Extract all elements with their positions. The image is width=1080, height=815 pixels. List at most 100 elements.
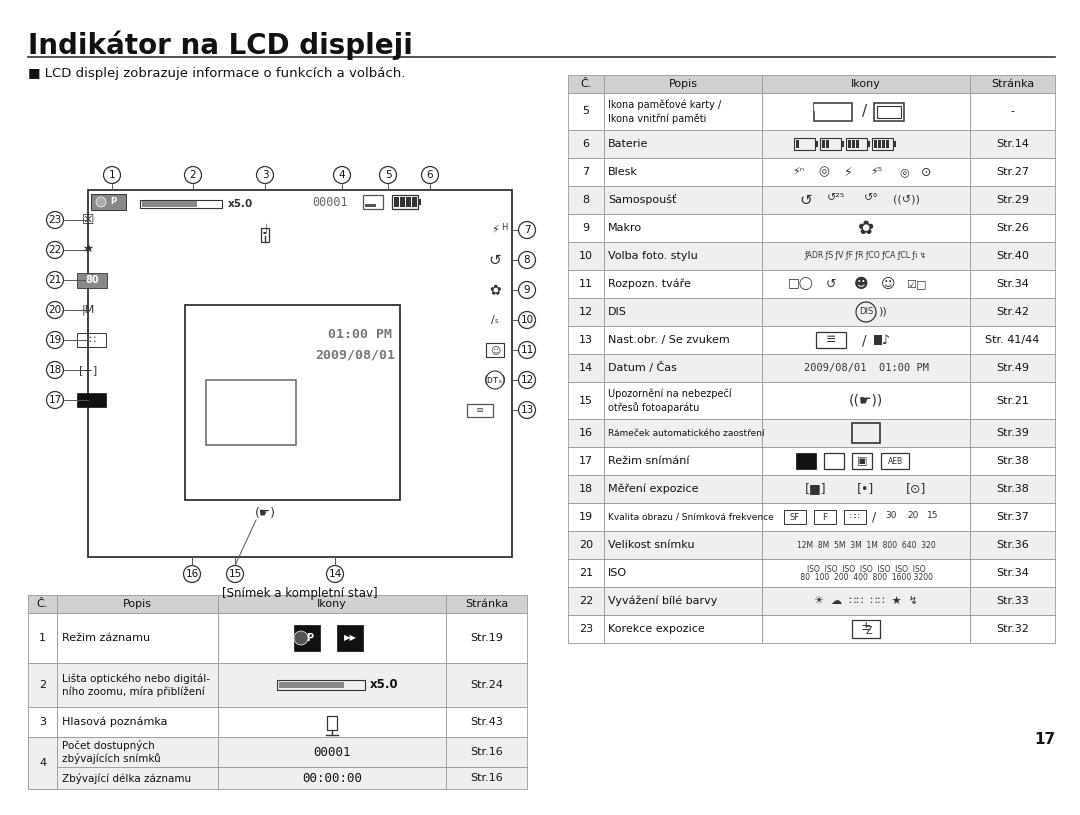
Text: ∷∷: ∷∷	[850, 513, 861, 522]
Text: ☒: ☒	[82, 213, 94, 227]
Text: DIS: DIS	[608, 307, 626, 317]
Text: ♩: ♩	[261, 223, 268, 237]
Text: 3: 3	[261, 170, 268, 180]
Bar	[970, 475, 1055, 503]
Text: 17: 17	[579, 456, 593, 466]
Circle shape	[46, 391, 64, 408]
Bar	[337, 625, 363, 651]
Bar	[822, 140, 825, 148]
Text: ((☛)): ((☛))	[849, 394, 883, 408]
Text: 6: 6	[582, 139, 590, 149]
Bar	[970, 531, 1055, 559]
Bar	[877, 105, 901, 117]
Bar	[970, 298, 1055, 326]
Bar	[218, 707, 446, 737]
Text: Velikost snímku: Velikost snímku	[608, 540, 694, 550]
Bar	[848, 140, 851, 148]
Text: 2: 2	[39, 680, 46, 690]
Text: Upozornění na nebezpečí
otřesů fotoaparátu: Upozornění na nebezpečí otřesů fotoapará…	[608, 389, 731, 412]
Text: 13: 13	[579, 335, 593, 345]
Bar	[604, 531, 762, 559]
Bar	[568, 298, 604, 326]
Bar	[762, 559, 970, 587]
Text: 21: 21	[579, 568, 593, 578]
Bar	[762, 75, 970, 93]
Text: Vyvážení bílé barvy: Vyvážení bílé barvy	[608, 596, 717, 606]
Bar	[970, 214, 1055, 242]
Text: 9: 9	[524, 285, 530, 295]
Text: ☺: ☺	[881, 277, 895, 291]
Bar	[57, 767, 218, 789]
Text: Datum / Čas: Datum / Čas	[608, 363, 677, 373]
Bar	[446, 663, 527, 707]
Text: Nast.obr. / Se zvukem: Nast.obr. / Se zvukem	[608, 335, 730, 345]
Bar	[418, 199, 421, 205]
Bar	[446, 595, 527, 613]
Bar	[970, 615, 1055, 643]
Text: Lišta optického nebo digitál-
ního zoomu, míra přiblížení: Lišta optického nebo digitál- ního zoomu…	[62, 673, 210, 697]
Text: □◯: □◯	[788, 277, 814, 290]
Bar	[446, 737, 527, 767]
Text: /: /	[872, 510, 876, 523]
Circle shape	[104, 166, 121, 183]
Bar	[841, 141, 843, 147]
Bar	[568, 130, 604, 158]
Text: Str.38: Str.38	[996, 456, 1029, 466]
Bar	[406, 197, 411, 207]
Bar	[762, 298, 970, 326]
Text: ✿: ✿	[489, 283, 501, 297]
Text: Volba foto. stylu: Volba foto. stylu	[608, 251, 698, 261]
Bar	[218, 737, 446, 767]
Bar	[604, 615, 762, 643]
Bar	[568, 242, 604, 270]
Bar	[820, 138, 841, 150]
Text: /: /	[862, 333, 866, 347]
Text: F: F	[823, 513, 827, 522]
Text: Režim záznamu: Režim záznamu	[62, 633, 150, 643]
Text: 80  100  200  400  800  1600 3200: 80 100 200 400 800 1600 3200	[798, 574, 933, 583]
Text: 16: 16	[579, 428, 593, 438]
Bar	[604, 447, 762, 475]
Bar	[762, 531, 970, 559]
Text: ✿: ✿	[858, 218, 874, 237]
Text: 6: 6	[427, 170, 433, 180]
Text: 23: 23	[579, 624, 593, 634]
Text: 1: 1	[39, 633, 46, 643]
Bar	[392, 195, 418, 209]
Text: Str.21: Str.21	[996, 395, 1029, 406]
Bar	[568, 447, 604, 475]
Text: Str.34: Str.34	[996, 279, 1029, 289]
Text: Korekce expozice: Korekce expozice	[608, 624, 705, 634]
Bar	[970, 270, 1055, 298]
Bar	[57, 613, 218, 663]
Bar	[882, 140, 885, 148]
Bar	[276, 680, 365, 690]
Bar	[867, 141, 870, 147]
Text: ◎: ◎	[900, 167, 909, 177]
Circle shape	[326, 566, 343, 583]
Text: 00001: 00001	[313, 746, 351, 759]
Bar	[446, 767, 527, 789]
Text: Popis: Popis	[669, 79, 698, 89]
Bar	[28, 595, 57, 613]
Text: Baterie: Baterie	[608, 139, 648, 149]
Circle shape	[46, 362, 64, 378]
Bar	[762, 270, 970, 298]
Bar	[91, 194, 126, 210]
Bar	[970, 382, 1055, 419]
Text: ☑□: ☑□	[906, 279, 927, 289]
Bar	[604, 587, 762, 615]
Circle shape	[518, 372, 536, 389]
Circle shape	[518, 252, 536, 268]
Text: ☺: ☺	[490, 345, 500, 355]
Text: Str.26: Str.26	[996, 223, 1029, 233]
Bar	[762, 130, 970, 158]
Bar	[486, 343, 504, 357]
Text: ★: ★	[83, 245, 93, 255]
Bar	[604, 242, 762, 270]
Text: ↺: ↺	[826, 277, 836, 290]
Bar	[796, 140, 799, 148]
Bar	[568, 382, 604, 419]
Bar	[77, 333, 106, 347]
Text: Str.16: Str.16	[470, 773, 503, 783]
